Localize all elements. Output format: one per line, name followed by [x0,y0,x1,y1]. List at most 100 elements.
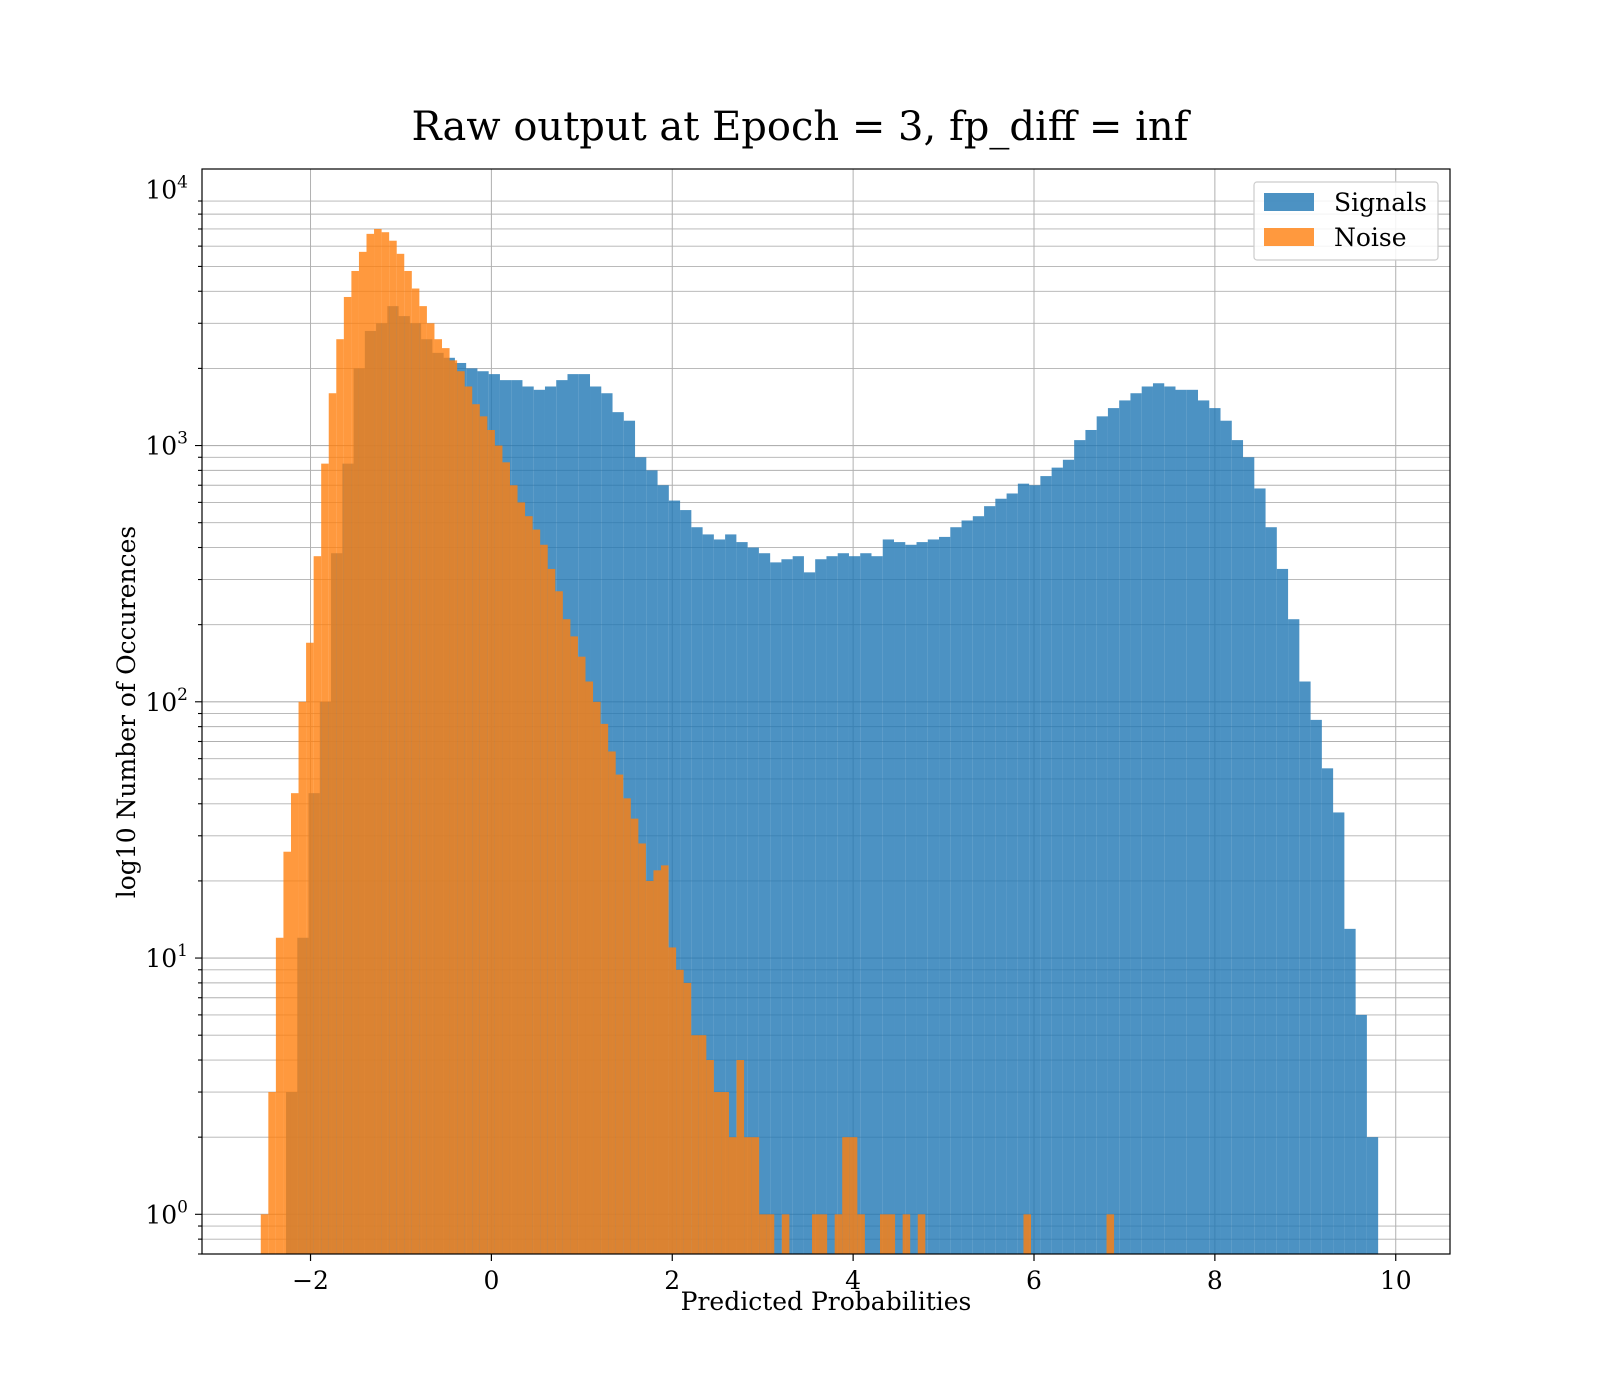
noise-bar [781,1214,790,1254]
noise-bar [812,1214,820,1254]
noise-bars [260,228,1115,1255]
signals-bar [815,559,827,1254]
signals-bar [837,553,849,1254]
noise-bar [472,404,480,1255]
signals-bar [1006,493,1018,1255]
noise-bar [464,386,473,1254]
noise-bar [366,233,375,1254]
noise-bar [540,544,548,1254]
noise-bar [487,429,495,1255]
signals-bar [1220,420,1232,1254]
noise-bar [721,1092,729,1254]
x-axis-ticks: −2 0 2 4 6 8 10 [292,1254,1412,1295]
signals-bar [1321,768,1334,1254]
signals-bar [905,544,917,1254]
y-axis-ticks: 100 101 102 103 104 [145,172,202,1255]
legend-swatch-signals [1264,193,1314,211]
signals-bar [691,527,703,1254]
x-tick-label: −2 [292,1266,329,1295]
noise-bar [494,445,503,1254]
signals-bar [939,536,951,1254]
noise-bar [728,1137,737,1254]
noise-bar [713,1092,722,1254]
noise-bar [351,270,359,1254]
signals-bar [713,539,726,1254]
signals-bar [646,470,658,1254]
signals-bar [758,553,771,1254]
signals-bar [826,556,838,1254]
noise-bar [819,1214,828,1254]
signals-bar [1074,440,1086,1254]
signals-bar [792,556,804,1254]
noise-bar [887,1214,896,1254]
noise-bar [902,1214,911,1254]
noise-bar [260,1214,269,1254]
signals-bar [1209,408,1221,1254]
signals-bar [1344,928,1356,1254]
signals-bar [1141,386,1153,1254]
noise-bar [691,1035,699,1254]
signals-bar [1130,393,1142,1254]
legend: Signals Noise [1253,181,1439,261]
legend-label-noise: Noise [1334,223,1407,252]
signals-bar [1085,429,1097,1255]
noise-bar [698,1035,707,1254]
noise-bar [547,568,556,1254]
noise-bar [411,288,420,1254]
signals-bar [1107,408,1120,1254]
x-axis-label: Predicted Probabilities [681,1287,972,1316]
signals-bar [1062,459,1075,1254]
noise-bar [849,1137,858,1254]
signals-bar [995,498,1007,1254]
signals-bar [668,500,681,1254]
signals-bar [1152,383,1165,1254]
noise-bar [917,1214,926,1254]
y-tick-label: 104 [145,172,188,204]
noise-bar [306,642,314,1254]
chart-title: Raw output at Epoch = 3, fp_diff = inf [412,104,1192,150]
noise-bar [290,793,299,1254]
signals-bar [1288,619,1300,1254]
noise-bar [623,798,631,1254]
noise-bar [759,1214,767,1254]
y-tick-label: 103 [145,429,188,461]
noise-bar [879,1214,888,1254]
noise-bar [381,232,390,1255]
noise-bar [1106,1214,1115,1254]
legend-label-signals: Signals [1334,188,1427,217]
signals-bar [1276,568,1289,1254]
noise-bar [751,1137,760,1254]
noise-bar [374,228,382,1254]
noise-bar [419,306,427,1254]
noise-bar [389,240,397,1254]
signals-bar [1355,1014,1367,1254]
noise-bar [404,270,412,1254]
noise-bar [706,1060,714,1254]
signals-bar [736,542,748,1254]
x-tick-label: 8 [1207,1266,1223,1295]
signals-bar [1254,488,1266,1254]
signals-bar [1186,389,1199,1254]
noise-bar [638,843,646,1254]
noise-bar [517,502,526,1254]
noise-bar [502,462,510,1254]
noise-bar [449,360,458,1254]
y-tick-label: 101 [145,941,188,973]
signals-bar [1198,400,1210,1254]
noise-bar [479,416,488,1254]
y-tick-label: 100 [145,1197,188,1229]
noise-bar [396,253,405,1254]
noise-bar [1023,1214,1032,1254]
noise-bar [842,1137,850,1254]
noise-bar [434,339,443,1254]
signals-bar [1096,416,1108,1254]
noise-bar [630,818,639,1254]
noise-bar [744,1137,752,1254]
signals-bar [702,534,714,1254]
x-tick-label: 0 [483,1266,499,1295]
noise-bar [600,723,609,1254]
signals-bar [803,572,816,1254]
noise-bar [442,348,450,1254]
noise-bar [313,556,322,1254]
signals-bar [1366,1137,1379,1254]
